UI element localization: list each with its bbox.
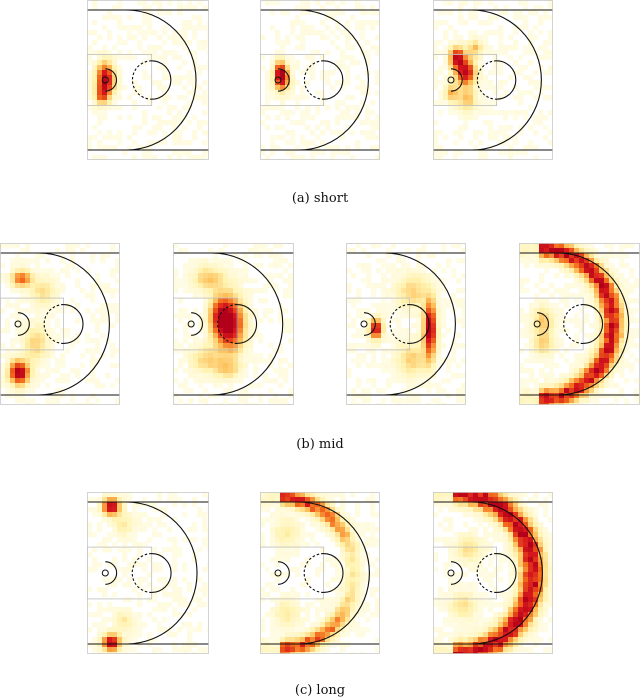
court-heatmap-short-1	[87, 0, 209, 160]
court-lines	[87, 492, 209, 654]
paint-rect	[87, 546, 153, 600]
court-heatmap-mid-4	[519, 243, 640, 405]
court-lines	[260, 492, 380, 654]
basket-ring	[101, 76, 109, 84]
restricted-area-arc	[450, 68, 463, 92]
free-throw-circle-solid	[496, 553, 517, 593]
court-lines	[346, 243, 466, 405]
paint-rect	[260, 546, 324, 600]
paint-rect	[433, 54, 497, 107]
court-lines	[0, 243, 120, 405]
restricted-area-arc	[537, 312, 549, 336]
restricted-area-arc	[450, 561, 463, 585]
heat-layer	[519, 243, 640, 405]
free-throw-circle-solid	[323, 553, 344, 593]
court-heatmap-mid-2	[173, 243, 294, 405]
free-throw-circle-solid	[583, 304, 604, 344]
three-point-arc	[298, 9, 369, 151]
court-lines	[433, 0, 553, 160]
court-lines	[260, 0, 380, 160]
court-heatmap-long-1	[87, 492, 209, 654]
free-throw-circle-solid	[63, 304, 84, 344]
basket-ring	[274, 569, 282, 577]
three-point-arc	[38, 252, 110, 396]
free-throw-circle-solid	[409, 304, 430, 344]
court-heatmap-short-2	[260, 0, 380, 160]
free-throw-circle-solid	[151, 553, 172, 593]
heat-layer	[346, 243, 466, 405]
basket-ring	[447, 76, 455, 84]
three-point-arc	[126, 9, 197, 151]
heat-layer	[260, 492, 380, 654]
court-lines	[87, 0, 209, 160]
basket-ring	[274, 76, 282, 84]
paint-rect	[346, 297, 410, 351]
court-heatmap-long-2	[260, 492, 380, 654]
free-throw-circle-solid	[323, 60, 344, 100]
basket-ring	[533, 320, 541, 328]
basket-ring	[447, 569, 455, 577]
free-throw-circle-solid	[496, 60, 517, 100]
paint-rect	[87, 54, 153, 107]
heat-layer	[433, 492, 553, 654]
heat-layer	[173, 243, 294, 405]
three-point-arc	[384, 252, 456, 396]
restricted-area-arc	[363, 312, 376, 336]
free-throw-circle-solid	[237, 304, 258, 344]
three-point-arc	[471, 501, 543, 645]
restricted-area-arc	[105, 561, 118, 585]
three-point-arc	[211, 252, 284, 396]
caption-mid: (b) mid	[296, 437, 344, 452]
three-point-arc	[557, 252, 630, 396]
restricted-area-arc	[191, 312, 203, 336]
restricted-area-arc	[105, 68, 117, 92]
paint-rect	[173, 297, 238, 351]
paint-rect	[519, 297, 584, 351]
restricted-area-arc	[17, 312, 30, 336]
heat-layer	[87, 492, 209, 654]
basket-ring	[14, 320, 22, 328]
paint-rect	[433, 546, 497, 600]
court-heatmap-mid-1	[0, 243, 120, 405]
three-point-arc	[471, 9, 542, 151]
basket-ring	[101, 569, 109, 577]
court-heatmap-mid-3	[346, 243, 466, 405]
heat-layer	[260, 0, 380, 160]
caption-short: (a) short	[291, 191, 349, 206]
court-heatmap-short-3	[433, 0, 553, 160]
three-point-arc	[298, 501, 370, 645]
court-heatmap-long-3	[433, 492, 553, 654]
basket-ring	[360, 320, 368, 328]
heat-layer	[0, 243, 120, 405]
restricted-area-arc	[277, 561, 290, 585]
basket-ring	[187, 320, 195, 328]
heat-layer	[87, 0, 209, 160]
restricted-area-arc	[277, 68, 290, 92]
court-lines	[433, 492, 553, 654]
three-point-arc	[126, 501, 198, 645]
paint-rect	[0, 297, 64, 351]
heat-layer	[433, 0, 553, 160]
court-lines	[173, 243, 294, 405]
paint-rect	[260, 54, 324, 107]
court-lines	[519, 243, 640, 405]
free-throw-circle-solid	[151, 60, 172, 100]
caption-long: (c) long	[294, 683, 346, 698]
